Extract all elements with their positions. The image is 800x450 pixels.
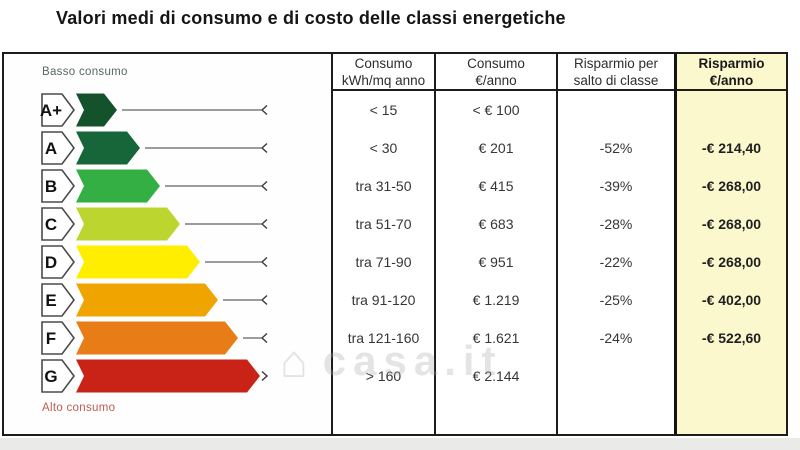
cell-A+-risparmio_euro xyxy=(677,91,786,129)
class-letter-box xyxy=(41,245,75,279)
cell-D-consumo_euro: € 951 xyxy=(478,254,514,270)
cell-G-consumo_kwh: > 160 xyxy=(365,368,402,384)
cell-A+-consumo_kwh: < 15 xyxy=(369,102,398,118)
cell-A-risparmio_pct: -52% xyxy=(599,140,633,156)
column-consumo-euro: Consumo €/anno < € 100 € 201 € 415 € 683 € 9… xyxy=(434,54,556,434)
class-arrow-F xyxy=(76,321,238,355)
pointer-chevron xyxy=(260,218,268,230)
high-consumption-label: Alto consumo xyxy=(42,402,116,414)
cell-D-consumo_kwh: tra 71-90 xyxy=(355,254,412,270)
cell-C-risparmio_pct: -28% xyxy=(599,216,633,232)
class-letter-box xyxy=(41,169,75,203)
cell-F-consumo_kwh: tra 121-160 xyxy=(347,330,420,346)
cell-F-risparmio_euro: -€ 522,60 xyxy=(701,330,762,346)
bottom-strip xyxy=(0,438,800,450)
class-letter: A+ xyxy=(40,101,62,120)
class-letter-box xyxy=(41,131,75,165)
class-arrow-A+ xyxy=(76,93,117,127)
cell-F-consumo_euro: € 1.621 xyxy=(472,330,520,346)
pointer-chevron xyxy=(260,332,268,344)
cell-G-risparmio_euro xyxy=(677,357,786,395)
column-cells-risparmio-euro: -€ 214,40 -€ 268,00 -€ 268,00 -€ 268,00 -€ 4… xyxy=(677,91,786,395)
energy-class-row-F: F xyxy=(41,321,268,355)
cell-A-consumo_euro: € 201 xyxy=(478,140,514,156)
cell-D-risparmio_euro: -€ 268,00 xyxy=(701,254,762,270)
column-risparmio-euro: Risparmio €/anno -€ 214,40 -€ 268,00 -€ 26… xyxy=(674,54,786,434)
class-letter: D xyxy=(45,253,57,272)
column-risparmio-salto: Risparmio per salto di classe -52% -39% -2… xyxy=(556,54,674,434)
class-letter-box xyxy=(41,207,75,241)
energy-class-row-A: A xyxy=(41,131,268,165)
cell-D-risparmio_pct: -22% xyxy=(599,254,633,270)
class-arrow-E xyxy=(76,283,218,317)
pointer-chevron xyxy=(260,180,268,192)
class-arrow-A xyxy=(76,131,140,165)
class-letter: E xyxy=(45,291,56,310)
class-letter: F xyxy=(46,329,56,348)
energy-class-row-A+: A+ xyxy=(40,93,268,127)
pointer-chevron xyxy=(260,256,268,268)
column-cells-consumo-euro: < € 100 € 201 € 415 € 683 € 951 € 1.219 € 1.62… xyxy=(436,91,556,395)
energy-class-row-C: C xyxy=(41,207,268,241)
pointer-chevron xyxy=(260,104,268,116)
column-header-consumo-kwh: Consumo kWh/mq anno xyxy=(333,54,434,91)
page-title: Valori medi di consumo e di costo delle … xyxy=(56,8,566,28)
cell-A+-risparmio_pct xyxy=(558,91,674,129)
class-letter-box xyxy=(41,93,75,127)
energy-class-row-B: B xyxy=(41,169,268,203)
column-header-consumo-euro: Consumo €/anno xyxy=(436,54,556,91)
energy-class-row-E: E xyxy=(41,283,268,317)
pointer-chevron xyxy=(260,142,268,154)
cell-A-consumo_kwh: < 30 xyxy=(369,140,398,156)
cell-E-risparmio_pct: -25% xyxy=(599,292,633,308)
class-letter-box xyxy=(41,321,75,355)
cell-B-consumo_euro: € 415 xyxy=(478,178,514,194)
cell-C-consumo_kwh: tra 51-70 xyxy=(355,216,412,232)
class-letter: G xyxy=(44,367,57,386)
class-arrow-G xyxy=(76,359,260,393)
class-letter: B xyxy=(45,177,57,196)
cell-C-consumo_euro: € 683 xyxy=(478,216,514,232)
column-header-risparmio-euro: Risparmio €/anno xyxy=(677,54,786,91)
column-cells-risparmio-salto: -52% -39% -28% -22% -25% -24% xyxy=(558,91,674,395)
column-header-risparmio-salto: Risparmio per salto di classe xyxy=(558,54,674,91)
class-letter: A xyxy=(45,139,57,158)
cell-B-consumo_kwh: tra 31-50 xyxy=(355,178,412,194)
cell-C-risparmio_euro: -€ 268,00 xyxy=(701,216,762,232)
cell-F-risparmio_pct: -24% xyxy=(599,330,633,346)
energy-class-row-D: D xyxy=(41,245,268,279)
class-arrow-D xyxy=(76,245,200,279)
class-letter: C xyxy=(45,215,57,234)
energy-scale: Basso consumo A+ A B C D E F G Alto consumo xyxy=(4,54,331,434)
energy-class-row-G: G xyxy=(41,359,269,393)
cell-G-consumo_euro: € 2.144 xyxy=(472,368,520,384)
class-letter-box xyxy=(41,283,75,317)
cell-E-risparmio_euro: -€ 402,00 xyxy=(701,292,762,308)
cell-B-risparmio_pct: -39% xyxy=(599,178,633,194)
column-consumo-kwh: Consumo kWh/mq anno < 15 < 30 tra 31-50 tra… xyxy=(331,54,434,434)
column-cells-consumo-kwh: < 15 < 30 tra 31-50 tra 51-70 tra 71-90 tra 9… xyxy=(333,91,434,395)
cell-B-risparmio_euro: -€ 268,00 xyxy=(701,178,762,194)
class-arrow-C xyxy=(76,207,180,241)
class-arrow-B xyxy=(76,169,160,203)
cell-E-consumo_kwh: tra 91-120 xyxy=(351,292,416,308)
cell-E-consumo_euro: € 1.219 xyxy=(472,292,520,308)
cell-A-risparmio_euro: -€ 214,40 xyxy=(701,140,762,156)
energy-table-panel: Basso consumo A+ A B C D E F G Alto consumo Con… xyxy=(2,52,788,436)
cell-G-risparmio_pct xyxy=(558,357,674,395)
class-letter-box xyxy=(41,359,75,393)
pointer-chevron xyxy=(261,370,269,382)
cell-A+-consumo_euro: < € 100 xyxy=(472,102,520,118)
pointer-chevron xyxy=(260,294,268,306)
low-consumption-label: Basso consumo xyxy=(42,66,128,78)
